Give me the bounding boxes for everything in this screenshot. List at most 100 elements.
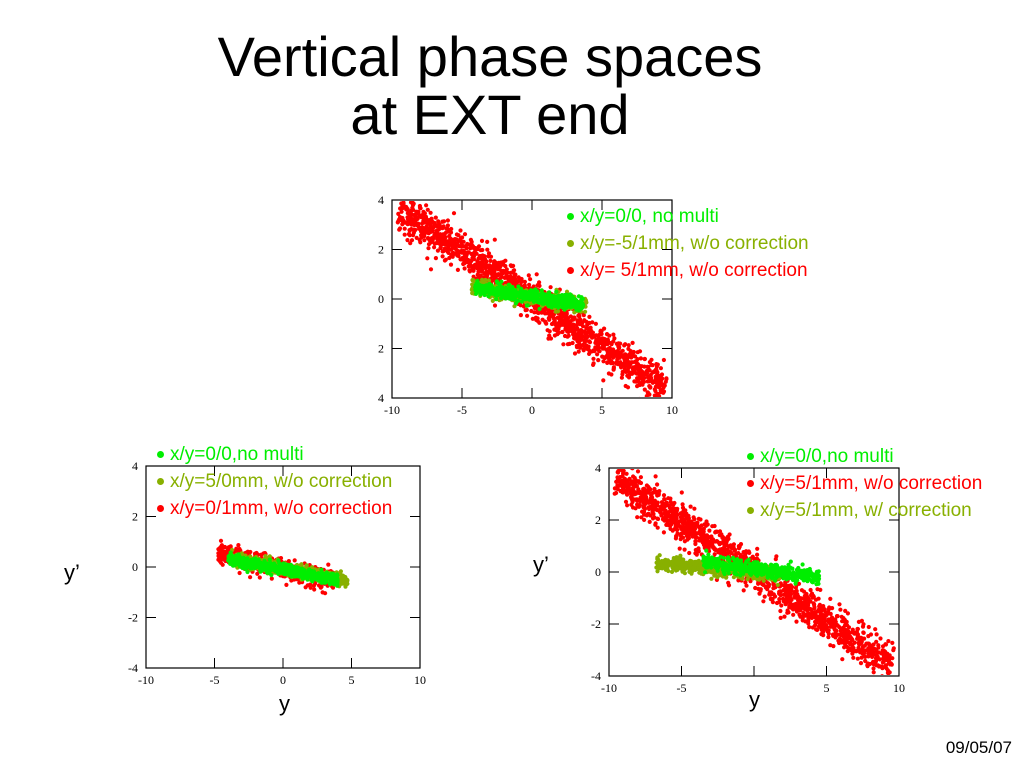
data-point [497, 282, 502, 287]
data-point [604, 332, 610, 337]
data-point [237, 554, 242, 560]
data-point [301, 575, 306, 580]
data-point [269, 576, 274, 581]
data-point [494, 297, 499, 302]
data-point [496, 272, 501, 277]
data-point [248, 566, 253, 571]
x-tick-label: 5 [349, 673, 355, 687]
data-point [546, 336, 551, 341]
data-point [433, 215, 438, 220]
legend-label: x/y=-5/1mm, w/o correction [580, 233, 809, 254]
data-point [510, 285, 515, 290]
data-point [838, 607, 843, 612]
data-point [589, 349, 594, 354]
data-point [406, 232, 411, 237]
data-point [693, 539, 698, 544]
data-point [618, 464, 622, 468]
data-point [411, 221, 416, 227]
y-tick-label: 2 [378, 342, 384, 356]
data-point [516, 275, 521, 280]
data-point [426, 242, 432, 247]
data-point [629, 495, 634, 500]
data-point [808, 587, 813, 593]
x-tick-label: -10 [138, 673, 154, 687]
data-point [630, 340, 635, 345]
data-point [433, 256, 438, 261]
data-point [428, 210, 433, 215]
data-point [664, 376, 669, 381]
data-point [267, 554, 272, 559]
data-point [660, 376, 665, 381]
data-point [649, 362, 654, 368]
data-point [492, 303, 498, 308]
data-point [400, 222, 405, 227]
data-point [574, 332, 579, 337]
data-point [593, 321, 598, 326]
data-point [535, 318, 540, 323]
legend-bullet-icon [157, 478, 164, 485]
data-point [462, 261, 467, 266]
y-tick-label: 4 [378, 193, 384, 207]
data-point [470, 277, 475, 282]
data-point [448, 262, 454, 267]
data-point [696, 548, 701, 553]
data-point [808, 607, 813, 612]
data-point [540, 317, 545, 322]
data-point [228, 550, 233, 555]
data-point [511, 292, 516, 297]
data-point [499, 260, 504, 265]
data-point [335, 580, 340, 585]
data-point [458, 228, 463, 233]
data-point [587, 314, 592, 319]
data-point [316, 573, 321, 578]
data-point [568, 300, 573, 305]
legend-entry: x/y=0/0, no multi [565, 203, 809, 230]
data-point [556, 302, 561, 307]
data-point [326, 576, 331, 581]
data-point [454, 232, 459, 237]
data-point [885, 685, 889, 689]
data-point [855, 656, 860, 661]
data-point [602, 355, 608, 361]
data-point [619, 353, 624, 358]
data-point [562, 307, 567, 312]
data-point [576, 294, 581, 299]
legend-entry: x/y=0/1mm, w/o correction [155, 495, 392, 522]
data-point [523, 292, 528, 297]
data-point [462, 232, 468, 237]
data-point [471, 254, 476, 259]
data-point [264, 555, 269, 560]
x-tick-label: 0 [529, 403, 535, 417]
data-point [261, 565, 266, 570]
data-point [395, 220, 400, 225]
data-point [304, 563, 309, 568]
data-point [729, 551, 734, 556]
data-point [649, 375, 654, 380]
x-tick-label: -10 [384, 403, 400, 417]
data-point [744, 583, 749, 588]
legend-entry: x/y=-5/1mm, w/o correction [565, 230, 809, 257]
data-point [547, 292, 552, 297]
data-point [477, 285, 483, 290]
data-point [543, 320, 548, 325]
data-point [482, 254, 487, 259]
data-point [286, 559, 291, 564]
data-point [658, 366, 663, 371]
data-point [330, 574, 336, 579]
y-tick-label: 0 [132, 560, 138, 574]
legend-label: x/y= 5/1mm, w/o correction [580, 260, 808, 281]
data-point [463, 255, 468, 260]
data-point [440, 226, 445, 231]
data-point [452, 237, 458, 242]
data-point [218, 538, 224, 543]
data-point [618, 341, 623, 346]
data-point [564, 318, 569, 323]
data-point [712, 523, 717, 529]
data-point [635, 515, 640, 520]
data-point [688, 504, 693, 509]
data-point [503, 285, 508, 291]
data-point [622, 366, 627, 371]
data-point [736, 578, 741, 583]
data-point [582, 345, 587, 350]
data-point [638, 356, 643, 361]
